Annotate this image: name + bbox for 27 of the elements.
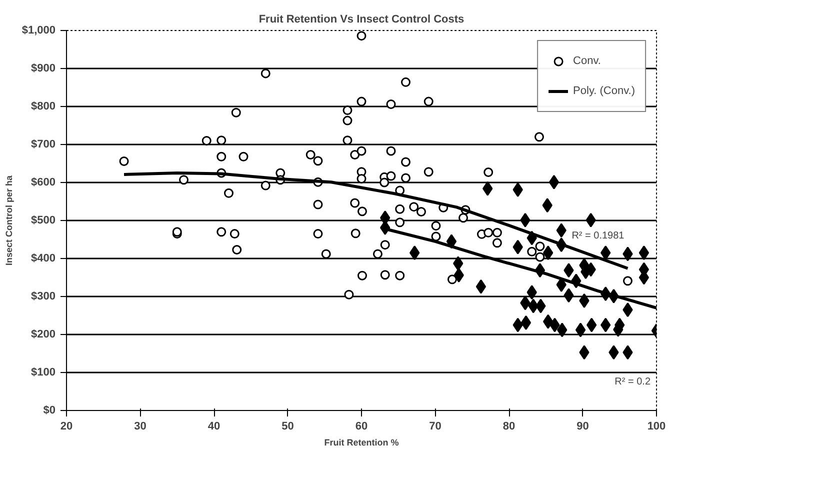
y-tick-label: $900 xyxy=(31,62,56,74)
y-tick-label: $1,000 xyxy=(22,24,56,36)
y-tick-label: $700 xyxy=(31,138,56,150)
y-tick-label: $500 xyxy=(31,214,56,226)
legend-label: Poly. (Conv.) xyxy=(573,85,635,97)
y-tick-label: $600 xyxy=(31,176,56,188)
x-tick-label: 70 xyxy=(429,420,442,432)
x-tick-label: 20 xyxy=(60,420,73,432)
y-tick-label: $100 xyxy=(31,366,56,378)
y-tick-label: $0 xyxy=(43,404,56,416)
x-tick-label: 80 xyxy=(502,420,516,432)
annotation: R² = 0.1981 xyxy=(572,230,625,242)
y-tick-label: $200 xyxy=(31,328,56,340)
legend-label: Conv. xyxy=(573,55,601,67)
x-tick-label: 50 xyxy=(282,420,294,432)
x-tick-label: 60 xyxy=(355,420,368,432)
x-tick-label: 30 xyxy=(134,420,146,432)
y-tick-label: $400 xyxy=(31,252,56,264)
y-axis-title: Insect Control per ha xyxy=(4,174,14,266)
annotation: R² = 0.2 xyxy=(614,376,651,388)
x-axis-title: Fruit Retention % xyxy=(324,438,399,448)
y-tick-label: $800 xyxy=(31,100,56,112)
x-tick-label: 90 xyxy=(576,420,589,432)
x-tick-label: 100 xyxy=(647,420,666,432)
y-tick-label: $300 xyxy=(31,290,56,302)
chart-title: Fruit Retention Vs Insect Control Costs xyxy=(258,14,464,26)
x-tick-label: 40 xyxy=(208,420,220,432)
